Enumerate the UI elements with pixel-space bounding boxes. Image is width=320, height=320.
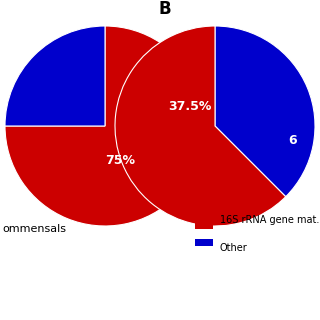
Bar	[195, 239, 213, 257]
Text: ommensals: ommensals	[2, 224, 66, 234]
Wedge shape	[215, 26, 315, 197]
Text: 37.5%: 37.5%	[168, 100, 212, 113]
Text: Other: Other	[220, 243, 248, 253]
Wedge shape	[5, 26, 105, 126]
Text: 16S rRNA gene mat.: 16S rRNA gene mat.	[220, 215, 319, 225]
Wedge shape	[5, 26, 205, 226]
Wedge shape	[115, 26, 286, 226]
Text: B: B	[159, 0, 171, 18]
Text: 75%: 75%	[105, 155, 135, 167]
Text: 6: 6	[289, 134, 297, 148]
Bar	[195, 211, 213, 229]
